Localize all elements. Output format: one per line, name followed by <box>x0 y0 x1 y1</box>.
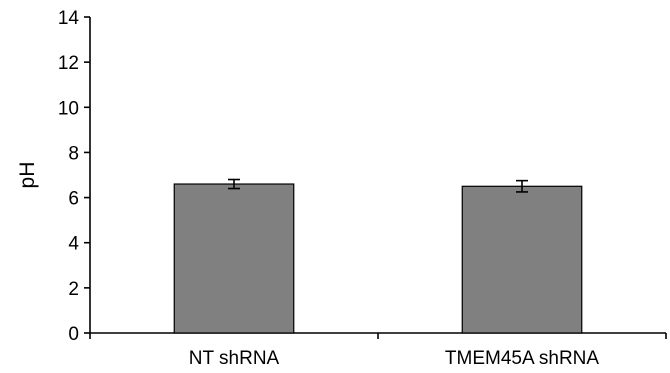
bar <box>173 183 295 334</box>
y-tick-label: 2 <box>68 279 79 300</box>
y-axis-label: pH <box>16 162 39 189</box>
y-tick-label: 10 <box>58 98 79 119</box>
x-axis: NT shRNA TMEM45A shRNA <box>89 332 667 369</box>
bars <box>173 183 583 334</box>
y-tick-label: 6 <box>68 189 79 210</box>
y-tick-label: 14 <box>58 8 80 29</box>
y-axis: 0 2 4 6 8 10 12 14 <box>58 8 91 345</box>
y-tick-label: 8 <box>68 143 79 164</box>
y-tick-label: 4 <box>68 234 79 255</box>
error-bars <box>228 178 528 193</box>
bar <box>461 185 583 334</box>
x-category-label: NT shRNA <box>189 348 280 369</box>
x-category-label: TMEM45A shRNA <box>445 348 599 369</box>
y-tick-label: 0 <box>68 324 79 345</box>
y-tick-label: 12 <box>58 53 79 74</box>
